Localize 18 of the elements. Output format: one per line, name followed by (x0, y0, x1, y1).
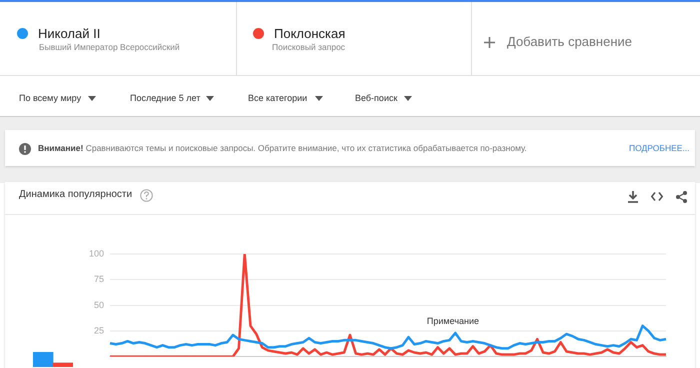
y-tick-label: 100 (88, 248, 104, 258)
text: Сравниваются темы и поисковые запросы. Обратите внимание, что их статистика обрабатывается по-разному. (86, 143, 527, 153)
text: Внимание! (38, 143, 84, 153)
y-tick-label: 75 (94, 274, 104, 284)
text: По всему миру (19, 93, 82, 103)
text: Добавить сравнение (507, 34, 632, 49)
legend-label: Николай II (38, 26, 100, 41)
text: ПОДРОБНЕЕ... (629, 143, 690, 153)
y-tick-label: 25 (94, 325, 104, 336)
chart-title: Динамика популярности (19, 189, 132, 200)
text: Поисковый запрос (272, 42, 346, 52)
text: Все категории (248, 93, 308, 103)
y-tick-label: 50 (94, 300, 104, 310)
annotation: Примечание (426, 316, 480, 326)
text: Последние 5 лет (130, 93, 200, 103)
text: Бывший Император Всероссийский (39, 42, 180, 52)
legend-label: Поклонская (274, 26, 346, 41)
text: Веб-поиск (355, 93, 398, 103)
